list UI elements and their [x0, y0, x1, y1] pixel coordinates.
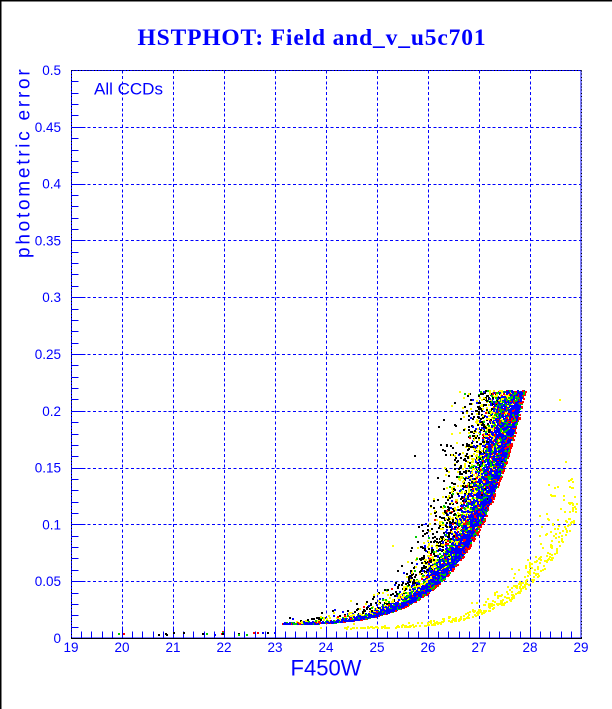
svg-text:26: 26 — [420, 640, 435, 655]
svg-text:F450W: F450W — [291, 656, 362, 681]
svg-text:24: 24 — [318, 640, 334, 655]
svg-text:28: 28 — [522, 640, 537, 655]
svg-text:20: 20 — [114, 640, 129, 655]
svg-text:0.2: 0.2 — [42, 404, 61, 419]
svg-text:0.4: 0.4 — [42, 177, 61, 192]
svg-text:25: 25 — [369, 640, 384, 655]
svg-text:19: 19 — [63, 640, 78, 655]
svg-text:0.45: 0.45 — [35, 120, 61, 135]
svg-text:29: 29 — [573, 640, 588, 655]
svg-text:0.3: 0.3 — [42, 290, 61, 305]
svg-text:0.25: 0.25 — [35, 347, 61, 362]
svg-text:21: 21 — [165, 640, 180, 655]
svg-text:HSTPHOT: Field and_v_u5c701: HSTPHOT: Field and_v_u5c701 — [138, 25, 487, 51]
svg-text:0.35: 0.35 — [35, 233, 61, 248]
svg-text:photometric error: photometric error — [14, 67, 35, 258]
svg-text:0.1: 0.1 — [42, 517, 61, 532]
svg-text:All CCDs: All CCDs — [94, 80, 163, 99]
svg-text:0.05: 0.05 — [35, 574, 61, 589]
svg-text:0: 0 — [53, 631, 61, 646]
svg-text:23: 23 — [267, 640, 282, 655]
svg-text:0.5: 0.5 — [42, 63, 61, 78]
svg-text:0.15: 0.15 — [35, 461, 61, 476]
svg-text:27: 27 — [471, 640, 486, 655]
svg-text:22: 22 — [216, 640, 231, 655]
